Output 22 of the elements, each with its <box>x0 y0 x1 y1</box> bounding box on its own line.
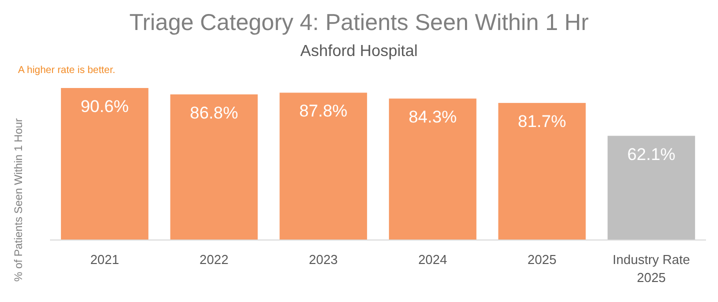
data-label: 84.3% <box>408 108 457 127</box>
bar <box>280 92 368 240</box>
chart-subtitle: Ashford Hospital <box>300 43 418 60</box>
data-label: 87.8% <box>299 102 348 121</box>
x-tick-label: 2024 <box>418 252 448 267</box>
chart-title: Triage Category 4: Patients Seen Within 1 Hr <box>129 9 590 35</box>
bar <box>388 98 476 240</box>
data-label: 90.6% <box>80 97 129 116</box>
x-tick-label: 2025 <box>528 252 556 267</box>
text: A higher rate is better. <box>18 65 116 76</box>
bar <box>60 88 148 240</box>
y-axis-title: % of Patients Seen Within 1 Hour <box>13 118 25 282</box>
x-tick-label: 2022 <box>200 252 228 267</box>
bar <box>608 136 696 240</box>
x-tick-label: 2021 <box>90 252 120 267</box>
x-tick-label: Industry Rate 2025 <box>612 252 690 285</box>
x-tick-label: 2023 <box>308 252 338 267</box>
bar <box>170 94 258 240</box>
data-label: 86.8% <box>190 103 238 122</box>
data-label: 62.1% <box>627 144 676 164</box>
bar <box>498 102 586 240</box>
data-label: 81.7% <box>518 112 566 131</box>
